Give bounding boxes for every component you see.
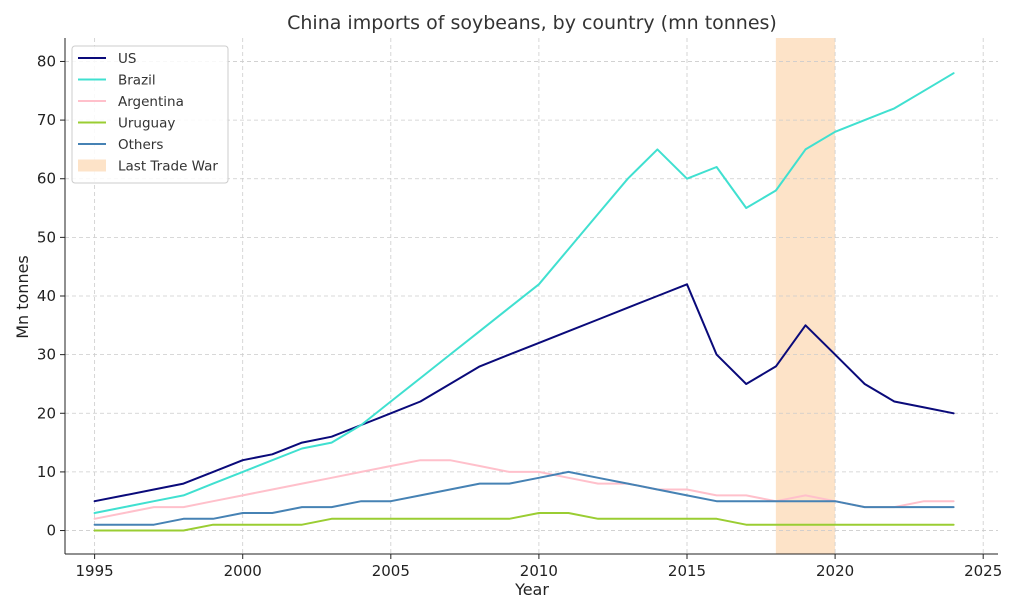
- y-tick-label: 70: [37, 111, 56, 129]
- legend-label-us: US: [118, 51, 136, 67]
- chart-title: China imports of soybeans, by country (m…: [287, 12, 777, 34]
- x-tick-label: 1995: [76, 562, 114, 580]
- x-tick-label: 2015: [668, 562, 706, 580]
- x-tick-label: 2020: [816, 562, 854, 580]
- y-tick-label: 0: [46, 522, 56, 540]
- series-line-others: [93, 470, 955, 526]
- legend-label-last-trade-war: Last Trade War: [118, 159, 218, 175]
- legend-swatch-last-trade-war: [78, 159, 106, 172]
- legend: US Brazil Argentina Uruguay Others Last Trade…: [71, 45, 229, 184]
- series-line-brazil: [93, 72, 955, 514]
- ticks-layer: 1995 2000 2005 2010 2015 2020 2025 0 10 20 30 40 50 6…: [37, 52, 1002, 580]
- shaded-region-last-trade-war: [775, 38, 836, 554]
- legend-label-uruguay: Uruguay: [118, 116, 175, 132]
- y-tick-label: 60: [37, 170, 56, 188]
- series-line-us: [93, 283, 955, 503]
- y-tick-label: 80: [37, 52, 56, 70]
- legend-label-others: Others: [118, 137, 163, 153]
- x-tick-label: 2005: [372, 562, 410, 580]
- legend-label-argentina: Argentina: [118, 94, 184, 110]
- y-tick-label: 40: [37, 287, 56, 305]
- x-tick-label: 2025: [964, 562, 1002, 580]
- series-line-argentina: [93, 459, 955, 520]
- x-tick-label: 2010: [520, 562, 558, 580]
- y-axis-label: Mn tonnes: [13, 255, 32, 339]
- legend-label-brazil: Brazil: [118, 73, 156, 89]
- y-tick-label: 20: [37, 404, 56, 422]
- x-axis-label: Year: [514, 580, 549, 599]
- legend-box: [71, 45, 229, 184]
- y-tick-label: 50: [37, 228, 56, 246]
- series-layer: [93, 72, 955, 532]
- y-tick-label: 10: [37, 463, 56, 481]
- y-tick-label: 30: [37, 346, 56, 364]
- series-line-uruguay: [93, 512, 955, 532]
- shade-layer: [775, 38, 836, 554]
- x-tick-label: 2000: [224, 562, 262, 580]
